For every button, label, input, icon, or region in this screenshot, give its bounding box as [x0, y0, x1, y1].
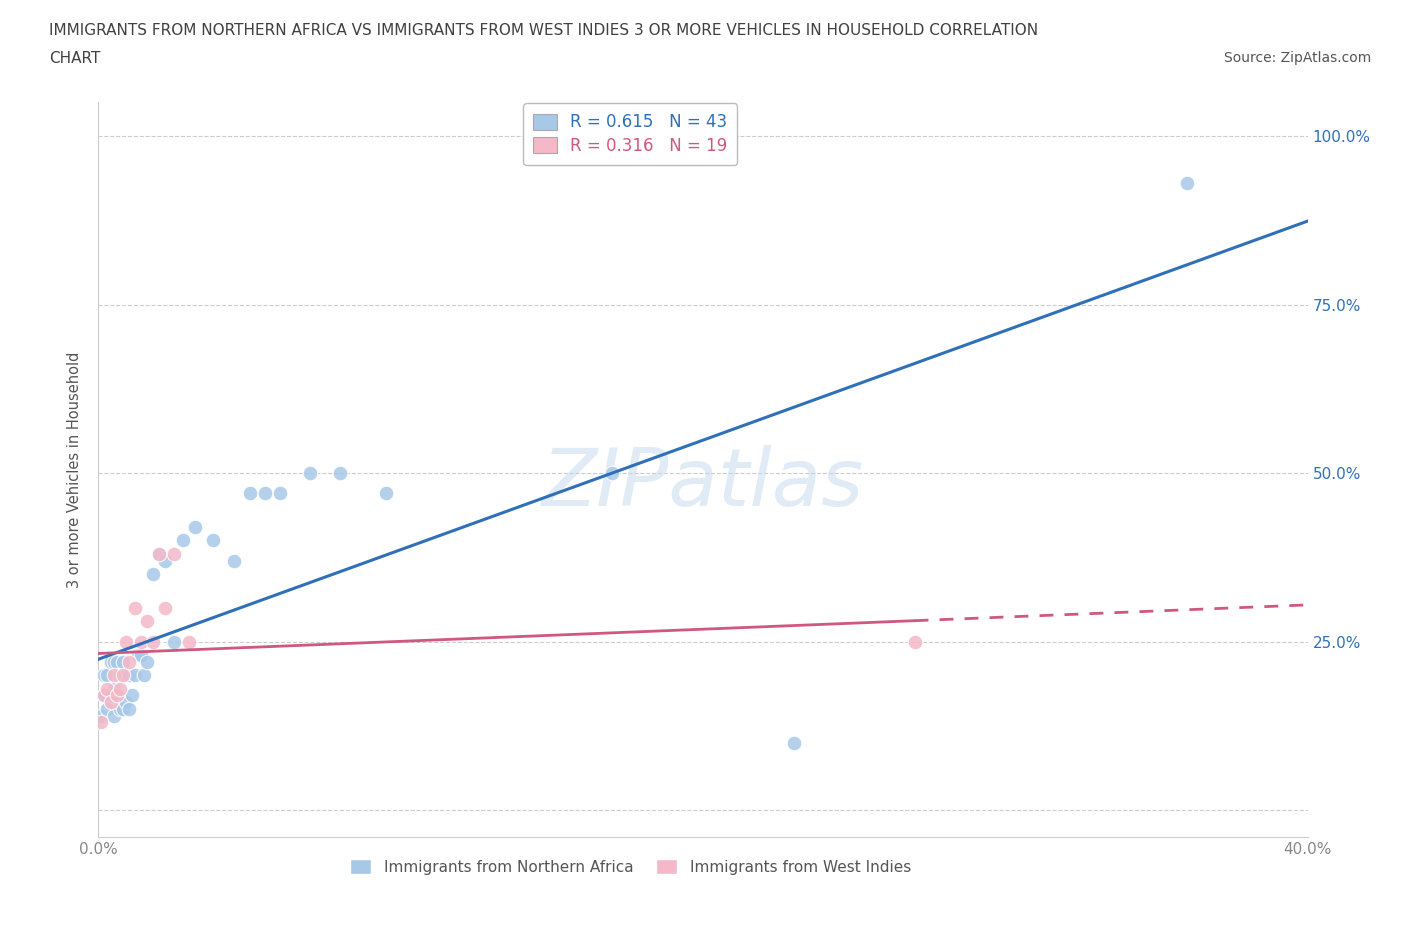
Point — [153, 553, 176, 568]
Point — [90, 715, 112, 730]
Point — [904, 634, 927, 649]
Point — [103, 668, 125, 683]
Point — [179, 634, 201, 649]
Point — [224, 553, 246, 568]
Point — [118, 701, 141, 716]
Point — [121, 688, 143, 703]
Point — [135, 614, 157, 629]
Text: IMMIGRANTS FROM NORTHERN AFRICA VS IMMIGRANTS FROM WEST INDIES 3 OR MORE VEHICLE: IMMIGRANTS FROM NORTHERN AFRICA VS IMMIG… — [49, 23, 1039, 38]
Point — [172, 533, 194, 548]
Point — [118, 655, 141, 670]
Point — [299, 466, 322, 481]
Point — [269, 485, 291, 500]
Point — [108, 668, 131, 683]
Point — [329, 466, 352, 481]
Point — [124, 601, 146, 616]
Point — [103, 709, 125, 724]
Point — [90, 709, 112, 724]
Text: Source: ZipAtlas.com: Source: ZipAtlas.com — [1223, 51, 1371, 65]
Point — [93, 688, 115, 703]
Point — [202, 533, 225, 548]
Point — [111, 655, 134, 670]
Point — [602, 466, 624, 481]
Point — [100, 688, 122, 703]
Point — [103, 682, 125, 697]
Point — [111, 668, 134, 683]
Point — [1175, 176, 1198, 191]
Point — [163, 547, 186, 562]
Point — [142, 566, 165, 581]
Point — [153, 601, 176, 616]
Point — [239, 485, 262, 500]
Point — [108, 701, 131, 716]
Point — [103, 655, 125, 670]
Point — [124, 668, 146, 683]
Point — [148, 547, 170, 562]
Legend: R = 0.615   N = 43, R = 0.316   N = 19: R = 0.615 N = 43, R = 0.316 N = 19 — [523, 103, 737, 166]
Point — [105, 688, 128, 703]
Point — [93, 688, 115, 703]
Text: ZIPatlas: ZIPatlas — [541, 445, 865, 524]
Point — [100, 655, 122, 670]
Point — [783, 736, 806, 751]
Point — [184, 520, 207, 535]
Point — [111, 701, 134, 716]
Point — [163, 634, 186, 649]
Y-axis label: 3 or more Vehicles in Household: 3 or more Vehicles in Household — [67, 352, 83, 588]
Point — [96, 668, 118, 683]
Point — [93, 668, 115, 683]
Point — [129, 634, 152, 649]
Point — [118, 668, 141, 683]
Point — [253, 485, 276, 500]
Point — [374, 485, 396, 500]
Point — [148, 547, 170, 562]
Point — [114, 695, 136, 710]
Text: CHART: CHART — [49, 51, 101, 66]
Point — [108, 682, 131, 697]
Point — [142, 634, 165, 649]
Point — [114, 668, 136, 683]
Point — [135, 655, 157, 670]
Point — [129, 647, 152, 662]
Point — [105, 688, 128, 703]
Point — [114, 634, 136, 649]
Point — [105, 655, 128, 670]
Point — [100, 695, 122, 710]
Point — [96, 682, 118, 697]
Point — [132, 668, 155, 683]
Point — [127, 647, 149, 662]
Point — [96, 701, 118, 716]
